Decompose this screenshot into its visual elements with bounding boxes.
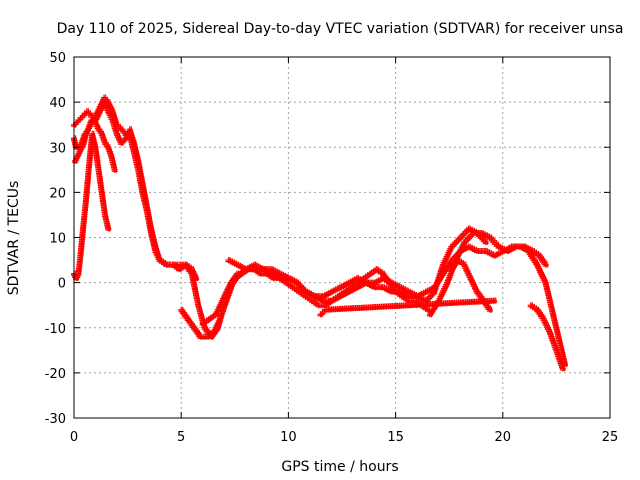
- x-tick-label: 0: [70, 430, 78, 445]
- chart-title: Day 110 of 2025, Sidereal Day-to-day VTE…: [57, 21, 624, 37]
- x-tick-label: 25: [602, 430, 619, 445]
- data-point: [491, 297, 498, 304]
- data-point: [482, 239, 489, 246]
- y-tick-label: -20: [45, 367, 66, 382]
- grid: [74, 57, 610, 418]
- x-tick-label: 20: [495, 430, 512, 445]
- y-axis-label: SDTVAR / TECUs: [6, 181, 22, 296]
- y-tick-label: 50: [49, 51, 66, 66]
- data-point: [559, 365, 566, 372]
- y-tick-label: 20: [49, 186, 66, 201]
- data-point: [193, 275, 200, 282]
- y-tick-label: 10: [49, 232, 66, 247]
- data-points: [71, 94, 568, 372]
- y-tick-label: 30: [49, 141, 66, 156]
- series-arc-6: [225, 225, 489, 304]
- data-point: [486, 306, 493, 313]
- y-tick-label: -30: [45, 412, 66, 427]
- series-arc-3: [71, 130, 112, 282]
- series-arc-10: [527, 302, 566, 372]
- y-tick-label: 0: [58, 277, 66, 292]
- y-tick-label: 40: [49, 96, 66, 111]
- data-point: [105, 225, 112, 232]
- series-arc-1: [71, 99, 240, 340]
- y-tick-label: -10: [45, 322, 66, 337]
- x-tick-label: 15: [387, 430, 404, 445]
- axis-ticks: 0 5 10 15 20 25 -30 -20 -10 0 10 20 30 40 50: [45, 51, 619, 445]
- data-point: [111, 166, 118, 173]
- x-tick-label: 10: [280, 430, 297, 445]
- series-arc-4: [72, 117, 118, 173]
- x-tick-label: 5: [177, 430, 185, 445]
- series-arc-8: [426, 229, 549, 318]
- series-arc-11: [317, 297, 498, 318]
- x-axis-label: GPS time / hours: [281, 459, 398, 475]
- data-point: [542, 261, 549, 268]
